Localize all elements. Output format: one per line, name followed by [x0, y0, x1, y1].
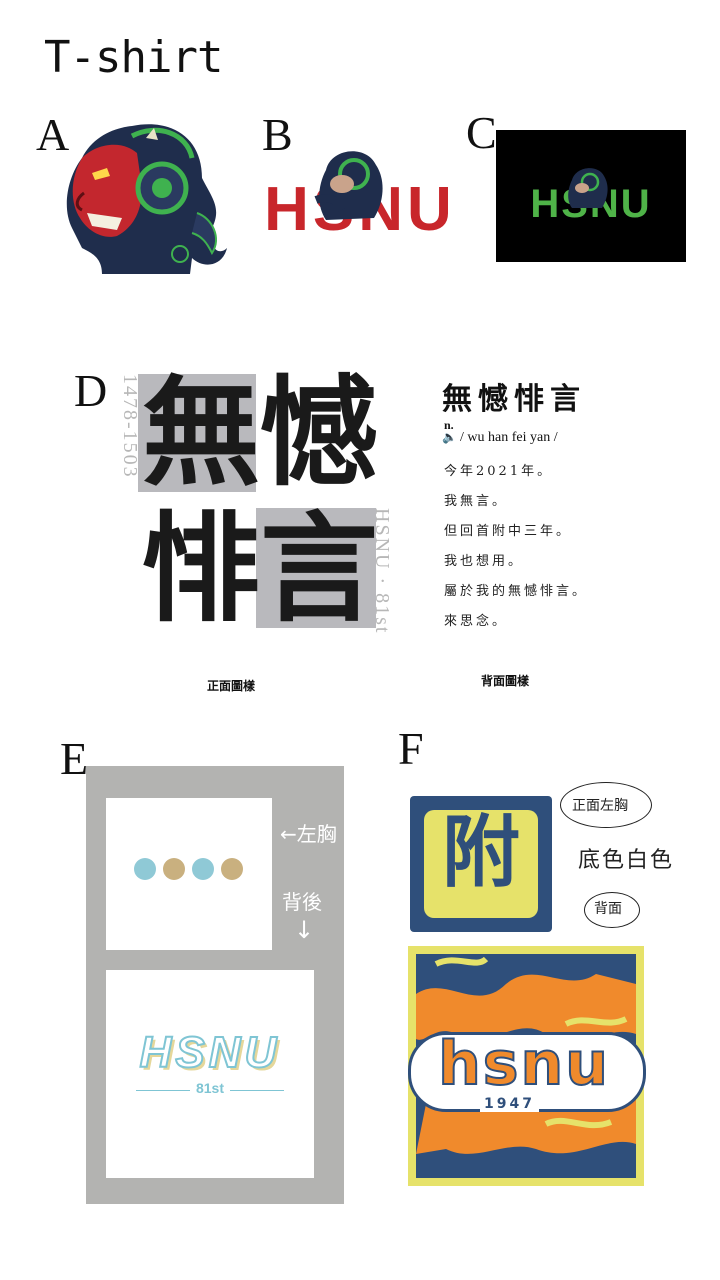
front-side-class: HSNU · 81st	[371, 508, 393, 635]
design-e: ←左胸 背後 ↓ HSNU 81st	[86, 766, 344, 1204]
option-e-label: E	[60, 733, 89, 784]
back-line: 但回首附中三年。	[444, 524, 573, 539]
design-c: HSNU	[496, 130, 686, 262]
design-a-illustration	[62, 118, 230, 274]
option-c-label: C	[466, 107, 497, 158]
dot-row	[134, 858, 244, 880]
left-chest-note: ←左胸	[280, 822, 337, 846]
design-d-back: 無憾悱言 n. 🔈 / wu han fei yan / 今年2021年。 我無…	[442, 374, 632, 634]
note-bubble	[584, 892, 640, 928]
f-note-color: 底色白色	[578, 848, 675, 873]
front-side-years: 1478-1503	[119, 374, 141, 479]
back-pos: n.	[444, 418, 454, 432]
creature-icon	[568, 168, 608, 208]
back-line: 來思念。	[444, 614, 509, 629]
design-b: HSNU	[254, 140, 466, 244]
f-badge-text: 附	[441, 808, 520, 898]
back-heading: 無憾悱言	[442, 382, 586, 417]
front-char-1: 無	[142, 363, 261, 502]
design-d-front: 無 憾 悱 言 1478-1503 HSNU · 81st	[119, 360, 400, 640]
back-line: 屬於我的無憾悱言。	[444, 584, 589, 599]
back-line: 我無言。	[444, 494, 509, 509]
back-panel: HSNU 81st	[106, 970, 314, 1178]
f-note-front: 正面左胸	[572, 798, 628, 814]
grey-block	[138, 374, 256, 492]
f-badge-inner: 附	[424, 810, 538, 918]
oni-headphones-icon	[66, 124, 227, 274]
tan-dot	[221, 858, 243, 880]
grey-block	[256, 508, 376, 628]
down-arrow-icon: ↓	[294, 916, 315, 944]
note-bubble	[560, 782, 652, 828]
front-caption: 正面圖樣	[207, 679, 256, 693]
f-badge: 附	[410, 796, 552, 932]
f-note-back: 背面	[594, 901, 622, 917]
front-char-2: 憾	[260, 363, 379, 502]
option-b-label: B	[262, 109, 293, 160]
back-note: 背後	[282, 890, 322, 914]
back-pronunciation: / wu han fei yan /	[460, 430, 558, 445]
f-logo-band: hsnu 1947	[388, 1022, 672, 1118]
back-line: 今年2021年。	[444, 464, 554, 479]
option-d-label: D	[74, 365, 108, 416]
front-char-4: 言	[260, 499, 379, 638]
back-line: 我也想用。	[444, 554, 525, 569]
e-logo-text: HSNU	[139, 1027, 281, 1078]
option-f-label: F	[398, 723, 424, 774]
tan-dot	[163, 858, 185, 880]
option-a-label: A	[36, 109, 70, 160]
creature-icon	[314, 151, 383, 220]
f-logo-text: hsnu	[437, 1028, 610, 1100]
e-logo-sub: 81st	[106, 1080, 314, 1096]
f-year: 1947	[480, 1096, 539, 1112]
front-char-3: 悱	[142, 499, 261, 638]
page-title: T-shirt	[44, 32, 223, 83]
speaker-icon: 🔈	[442, 430, 457, 444]
blue-dot	[134, 858, 156, 880]
left-chest-panel	[106, 798, 272, 950]
back-caption: 背面圖樣	[481, 674, 530, 688]
blue-dot	[192, 858, 214, 880]
